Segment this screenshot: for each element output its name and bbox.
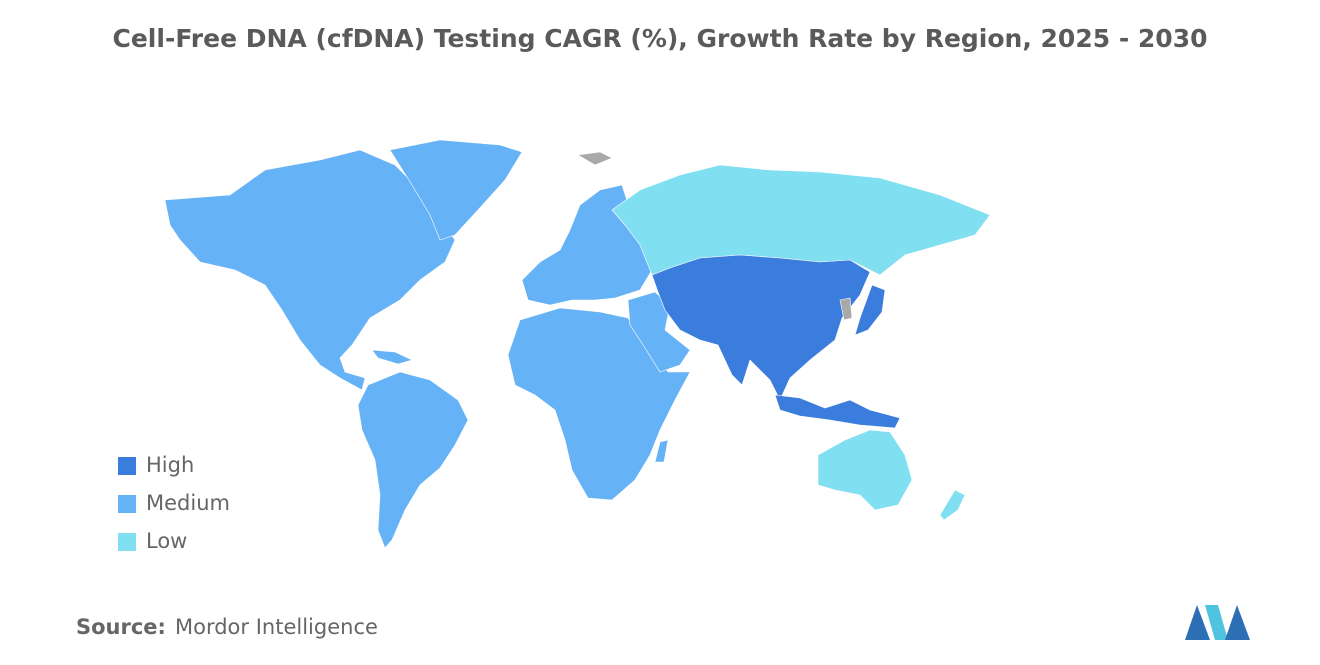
australia — [817, 429, 913, 511]
legend-label: High — [146, 453, 194, 477]
madagascar — [654, 439, 669, 463]
russia — [611, 164, 991, 276]
logo — [1185, 605, 1250, 640]
legend-swatch — [118, 533, 136, 551]
new-zealand — [939, 489, 966, 521]
japan — [854, 284, 886, 336]
legend-swatch — [118, 495, 136, 513]
legend: High Medium Low — [118, 453, 230, 553]
southeast-asia — [774, 394, 901, 429]
korea — [839, 297, 853, 321]
south-america — [357, 371, 469, 549]
asia — [651, 254, 871, 401]
legend-swatch — [118, 457, 136, 475]
svalbard — [577, 151, 613, 166]
world-map — [164, 139, 991, 549]
caribbean — [371, 349, 413, 365]
source-text: Mordor Intelligence — [175, 615, 378, 639]
legend-label: Medium — [146, 491, 230, 515]
north-america — [164, 149, 456, 391]
source-label: Source: — [76, 615, 166, 639]
title: Cell-Free DNA (cfDNA) Testing CAGR (%), … — [113, 24, 1208, 53]
legend-label: Low — [146, 529, 187, 553]
greenland — [389, 139, 523, 241]
